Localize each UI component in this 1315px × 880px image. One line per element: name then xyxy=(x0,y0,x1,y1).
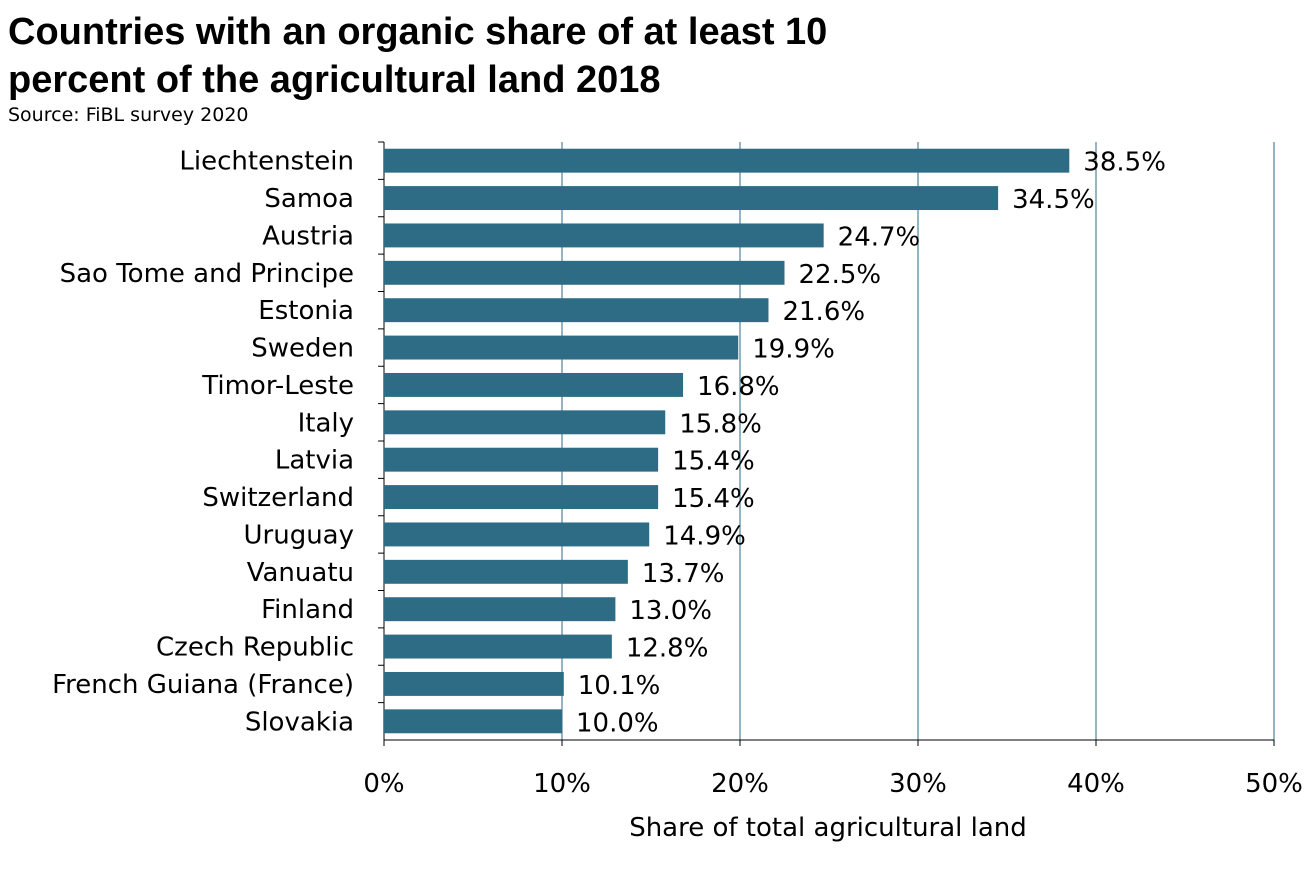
data-label: 13.7% xyxy=(642,559,725,589)
data-label: 15.8% xyxy=(679,409,762,439)
category-label: Slovakia xyxy=(245,707,354,737)
category-label: Uruguay xyxy=(244,520,355,550)
bar xyxy=(384,522,650,547)
data-label: 14.9% xyxy=(663,521,746,551)
x-tick-label: 50% xyxy=(1245,769,1303,799)
category-label: Austria xyxy=(262,221,354,251)
category-label: Samoa xyxy=(264,184,354,214)
chart-title-line-1: Countries with an organic share of at le… xyxy=(8,11,828,53)
data-label: 22.5% xyxy=(799,260,882,290)
category-label: Estonia xyxy=(258,296,354,326)
bar xyxy=(384,372,684,397)
category-label: Italy xyxy=(298,408,354,438)
data-label: 21.6% xyxy=(782,297,865,327)
category-label: Latvia xyxy=(275,446,354,476)
bar xyxy=(384,485,659,510)
chart-title: Countries with an organic share of at le… xyxy=(8,8,1008,104)
category-label: Finland xyxy=(261,595,354,625)
data-label: 38.5% xyxy=(1083,148,1166,178)
x-tick-label: 30% xyxy=(889,769,947,799)
bar xyxy=(384,223,824,248)
data-label: 15.4% xyxy=(672,484,755,514)
bar xyxy=(384,559,628,584)
data-label: 15.4% xyxy=(672,447,755,477)
data-label: 16.8% xyxy=(697,372,780,402)
bar xyxy=(384,298,769,323)
category-label: Timor-Leste xyxy=(201,371,354,401)
bar xyxy=(384,597,616,622)
bar xyxy=(384,186,999,211)
category-label: Czech Republic xyxy=(156,633,354,663)
bar xyxy=(384,260,785,285)
category-label: Vanuatu xyxy=(247,558,354,588)
bar xyxy=(384,709,562,734)
category-label: French Guiana (France) xyxy=(52,670,354,700)
bar xyxy=(384,447,659,472)
data-label: 13.0% xyxy=(629,596,712,626)
bar xyxy=(384,335,739,360)
x-tick-label: 0% xyxy=(363,769,404,799)
data-label: 12.8% xyxy=(626,634,709,664)
bar xyxy=(384,671,564,696)
x-tick-label: 40% xyxy=(1067,769,1125,799)
data-label: 34.5% xyxy=(1012,185,1095,215)
data-label: 10.0% xyxy=(576,708,659,738)
bar xyxy=(384,410,666,435)
category-label: Sweden xyxy=(251,334,354,364)
category-label: Liechtenstein xyxy=(179,147,354,177)
bar xyxy=(384,634,612,659)
x-tick-label: 20% xyxy=(711,769,769,799)
data-label: 19.9% xyxy=(752,335,835,365)
x-axis-title: Share of total agricultural land xyxy=(629,813,1027,843)
chart-title-line-2: percent of the agricultural land 2018 xyxy=(8,59,661,101)
chart-source: Source: FiBL survey 2020 xyxy=(8,104,249,126)
data-label: 10.1% xyxy=(578,671,661,701)
data-label: 24.7% xyxy=(838,222,921,252)
category-label: Switzerland xyxy=(202,483,354,513)
category-label: Sao Tome and Principe xyxy=(60,259,354,289)
x-tick-label: 10% xyxy=(533,769,591,799)
bar xyxy=(384,148,1070,173)
